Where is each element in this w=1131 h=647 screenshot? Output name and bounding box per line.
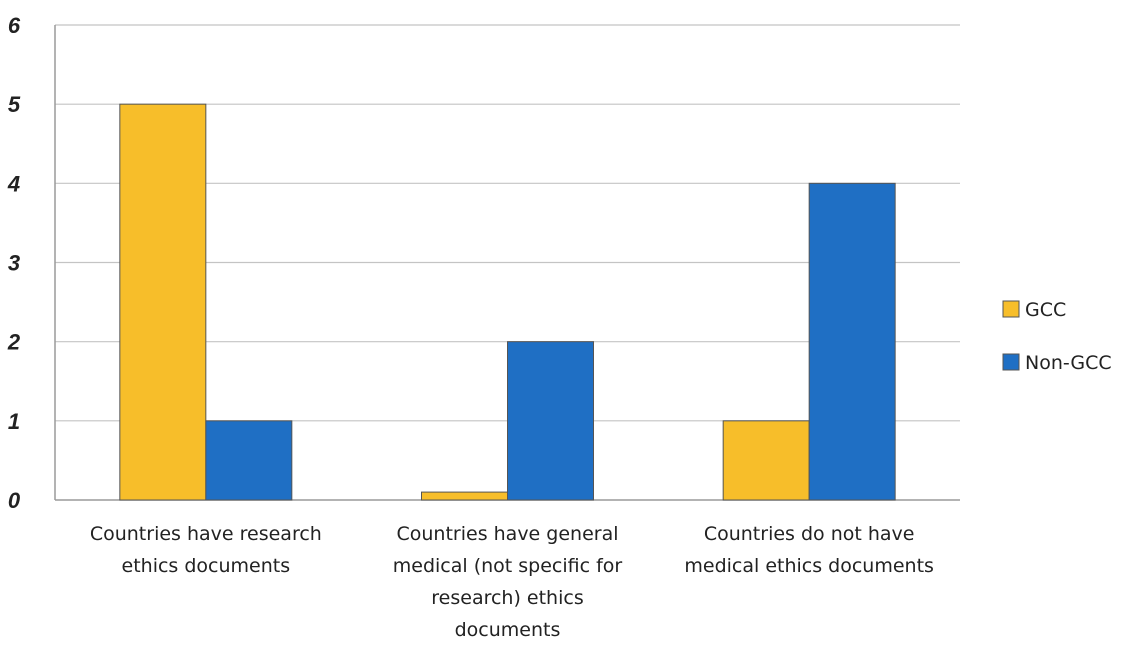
x-tick-label: Countries have research ethics documents [90, 523, 322, 577]
legend-swatch-gcc [1002, 300, 1020, 318]
x-axis: Countries have research ethics documents C… [90, 523, 934, 641]
bar-gcc [421, 491, 508, 501]
legend-label: GCC [1025, 299, 1066, 321]
y-tick-label: 1 [8, 409, 20, 434]
y-tick-label: 5 [8, 92, 21, 117]
bars [119, 103, 896, 501]
bar-non-gcc [507, 341, 594, 501]
bar-gcc [119, 103, 207, 501]
y-tick-label: 0 [8, 488, 21, 513]
bar-non-gcc [808, 182, 896, 501]
x-tick-label: Countries have general medical (not speci… [393, 523, 623, 641]
y-tick-label: 4 [7, 171, 20, 196]
legend-label: Non-GCC [1025, 352, 1112, 374]
legend: GCC Non-GCC [1002, 299, 1112, 374]
x-tick-label: Countries do not have medical ethics docu… [684, 523, 934, 577]
bar-non-gcc [205, 420, 293, 501]
y-axis: 0 1 2 3 4 5 6 [7, 13, 56, 513]
y-tick-label: 3 [8, 251, 20, 276]
y-tick-label: 2 [7, 330, 21, 355]
bar-gcc [722, 420, 810, 501]
legend-swatch-non-gcc [1002, 353, 1020, 371]
y-tick-label: 6 [8, 13, 21, 38]
